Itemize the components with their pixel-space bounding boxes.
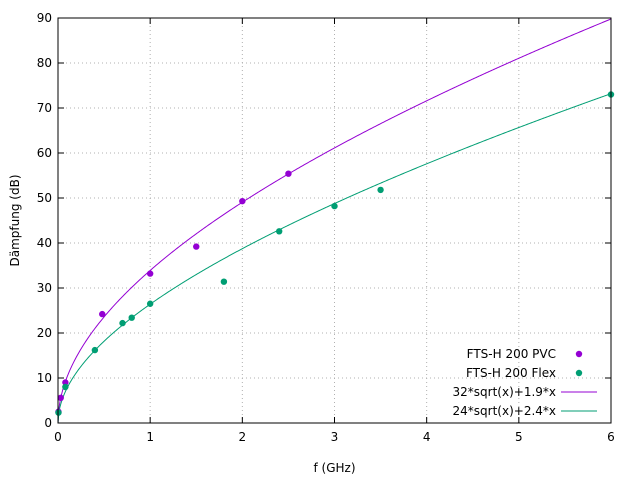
x-tick-label: 0 (54, 430, 62, 444)
y-tick-label: 80 (37, 56, 52, 70)
series-1-point (128, 314, 135, 321)
series-1-point (119, 319, 126, 327)
series-1-point (220, 278, 228, 285)
series-0-point (57, 394, 64, 401)
grid (58, 18, 611, 423)
y-tick-label: 0 (44, 416, 52, 430)
y-tick-label: 40 (37, 236, 52, 250)
x-tick-label: 2 (239, 430, 247, 444)
legend-label-0: FTS-H 200 PVC (467, 347, 556, 361)
axes: 0 10 20 30 40 50 60 70 80 90 0 1 2 3 4 5 6 (37, 11, 615, 444)
series-0-point (99, 310, 106, 318)
series-0-point (62, 379, 69, 386)
y-tick-label: 50 (37, 191, 52, 205)
series-0-point (146, 270, 154, 277)
x-axis-label: f (GHz) (313, 461, 355, 475)
series-1-point (146, 300, 154, 307)
series-1-point (331, 202, 338, 210)
y-tick-label: 30 (37, 281, 52, 295)
y-tick-label: 90 (37, 11, 52, 25)
series-1-point (91, 346, 99, 354)
x-tick-label: 4 (423, 430, 431, 444)
y-tick-label: 70 (37, 101, 52, 115)
y-tick-label: 60 (37, 146, 52, 160)
y-tick-label: 10 (37, 371, 52, 385)
x-tick-label: 3 (331, 430, 339, 444)
legend-label-3: 24*sqrt(x)+2.4*x (453, 404, 556, 418)
y-axis-label: Dämpfung (dB) (8, 175, 22, 267)
legend-swatch-0 (575, 350, 583, 358)
series-1-point (377, 186, 384, 194)
x-tick-label: 6 (607, 430, 615, 444)
legend-label-2: 32*sqrt(x)+1.9*x (453, 385, 556, 399)
y-tick-label: 20 (37, 326, 52, 340)
x-tick-label: 5 (515, 430, 523, 444)
series-1-point (276, 228, 283, 235)
series-0-point (285, 170, 292, 177)
legend: FTS-H 200 PVC FTS-H 200 Flex 32*sqrt(x)+1.… (453, 347, 597, 418)
legend-swatch-1 (575, 369, 583, 377)
series-1-point (62, 383, 69, 391)
series-0-point (193, 243, 200, 250)
legend-label-1: FTS-H 200 Flex (466, 366, 556, 380)
x-tick-label: 1 (146, 430, 154, 444)
series-0-point (239, 197, 246, 205)
data-points (55, 91, 615, 416)
